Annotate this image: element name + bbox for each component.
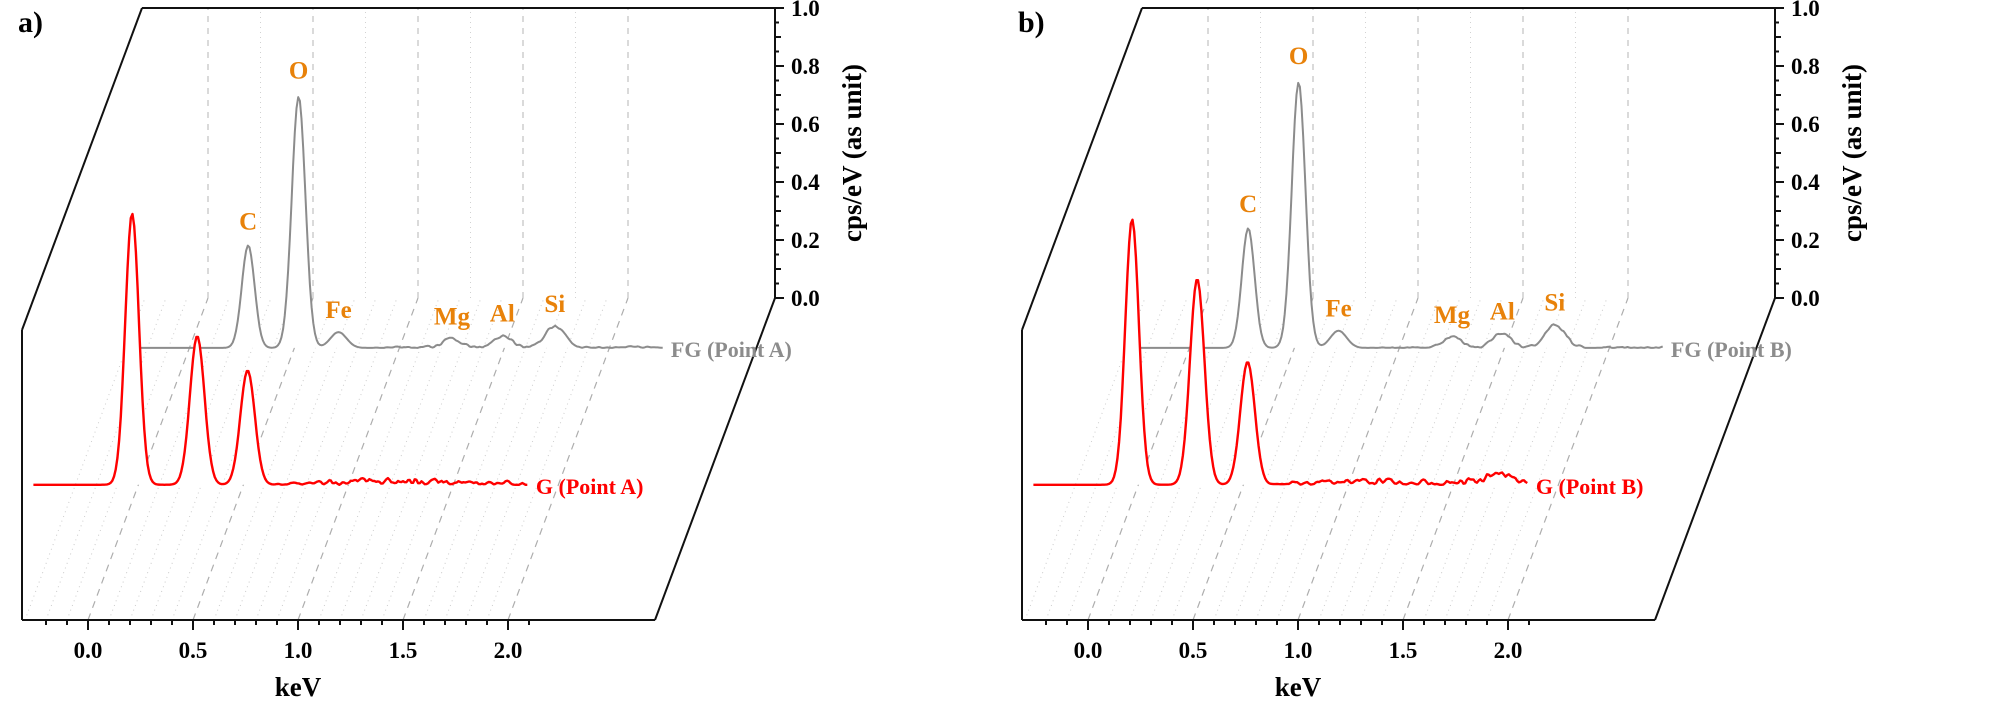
y-tick-label: 0.8 [1791,54,1820,79]
element-label: O [289,58,308,85]
element-label: Si [544,291,565,318]
spectrum-curve [1033,218,1528,486]
element-label: Mg [1434,302,1471,329]
x-tick-label: 1.0 [1284,638,1313,663]
spectrum-curve [1136,81,1664,349]
series-label: G (Point B) [1536,474,1644,499]
spectrum-fill [1033,219,1528,485]
spectrum-curve [33,212,528,486]
series-label: FG (Point A) [671,337,792,362]
y-tick-label: 0.8 [791,54,820,79]
series-label: FG (Point B) [1671,337,1792,362]
y-tick-label: 0.2 [1791,228,1820,253]
panel-a-chart: C O Fe Mg Al Si FG (Point A) G (Point A) 0.0 0.5 1… [21,0,867,702]
x-tick-label: 2.0 [1494,638,1523,663]
y-axis-title: cps/eV (as unit) [837,64,867,242]
x-tick-label: 1.5 [389,638,418,663]
element-label: Si [1544,290,1565,317]
element-label: O [1289,43,1308,70]
x-axis-title: keV [1275,672,1322,702]
floor-gridline [1297,297,1419,621]
y-tick-label: 0.0 [1791,286,1820,311]
y-tick-label: 0.6 [1791,112,1820,137]
y-axis-title: cps/eV (as unit) [1837,64,1867,242]
frame-edge [1021,7,1143,331]
panel-b: b) C O Fe Mg Al Si FG (Point B) G (Point B) 0.0 0… [1000,0,2000,723]
floor-gridline [402,297,524,621]
y-tick-label: 0.0 [791,286,820,311]
y-tick-label: 0.4 [1791,170,1820,195]
x-tick-label: 1.0 [284,638,313,663]
x-tick-label: 2.0 [494,638,523,663]
series-label: G (Point A) [536,474,644,499]
panel-a-label: a) [18,6,43,39]
spectrum-fill [136,97,663,348]
floor-gridline [1402,297,1524,621]
element-label: Fe [1325,296,1351,323]
x-tick-label: 0.0 [1074,638,1103,663]
x-tick-label: 1.5 [1389,638,1418,663]
element-label: C [239,209,257,236]
panel-b-chart: C O Fe Mg Al Si FG (Point B) G (Point B) 0.0 0.5 1… [1021,0,1867,702]
y-tick-label: 0.4 [791,170,820,195]
y-tick-label: 1.0 [1791,0,1820,21]
floor-gridline [297,297,419,621]
spectrum-fill [1136,82,1663,348]
element-label: Al [1490,298,1515,325]
x-tick-label: 0.0 [74,638,103,663]
element-label: Fe [325,297,351,324]
floor-gridline [1507,297,1629,621]
panel-a: a) C O Fe Mg Al Si FG (Point A) G (Point A) 0.0 0… [18,0,867,702]
y-tick-label: 0.2 [791,228,820,253]
x-axis-title: keV [275,672,322,702]
x-tick-label: 0.5 [179,638,208,663]
frame-edge [654,297,776,621]
spectrum-curve [136,96,663,349]
element-label: Mg [434,304,471,331]
y-tick-label: 0.6 [791,112,820,137]
element-label: Al [490,301,515,328]
floor-gridline [507,297,629,621]
frame-edge [1654,297,1776,621]
y-tick-label: 1.0 [791,0,820,21]
element-label: C [1239,191,1257,218]
panel-b-label: b) [1018,6,1045,39]
spectrum-fill [33,214,528,485]
x-tick-label: 0.5 [1179,638,1208,663]
frame-edge [21,7,143,331]
